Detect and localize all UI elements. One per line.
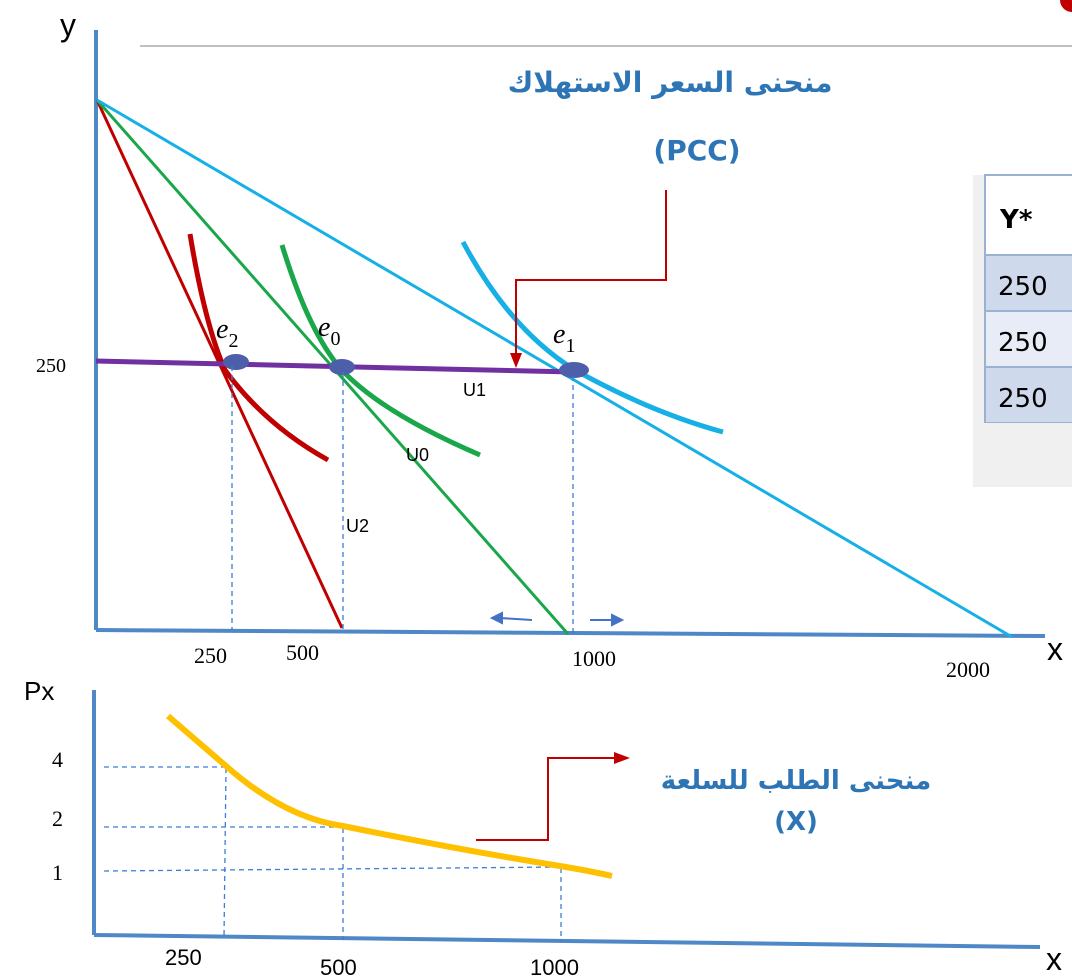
label-e0: e0 [318,312,340,350]
lower-x-axis-label: x [1046,941,1062,977]
lower-graph: Px x 4 2 1 250 500 1000 منحنى الطلب للسل… [24,676,1062,977]
pcc-label-arabic: منحنى السعر الاستهلاك [508,66,833,99]
budget-line-cyan [96,98,1013,639]
pcc-pointer [515,190,667,355]
pcc-pointer-head [510,353,522,368]
lower-y-tick-4: 4 [52,747,63,772]
demand-label-arabic: منحنى الطلب للسلعة [661,766,932,796]
lower-x-tick-1000: 1000 [530,955,579,977]
table-header: Y* [999,205,1033,235]
indifference-curve-u2 [187,233,330,463]
point-e2 [223,354,249,370]
label-u2: U2 [346,516,369,536]
label-e2: e2 [216,314,238,352]
lower-y-axis-label: Px [24,676,54,706]
x-tick-2000: 2000 [946,657,990,682]
demand-pointer [476,757,616,841]
shift-arrows [489,611,625,627]
demand-curve [166,713,613,879]
point-e1 [559,362,589,378]
label-u0: U0 [406,445,429,465]
table-bottom-shadow [973,423,1072,487]
table-shadow [973,175,985,487]
lower-y-tick-1: 1 [52,860,63,885]
demand-label-abbr: (X) [774,807,818,837]
upper-y-axis-label: y [60,7,76,43]
y-tick-250: 250 [36,355,66,377]
x-tick-250: 250 [194,643,227,668]
label-e1: e1 [553,319,575,357]
x-tick-500: 500 [286,640,319,665]
lower-x-tick-250: 250 [165,945,202,970]
corner-red-accent [1060,0,1072,12]
lower-vguide-250 [223,767,227,939]
table-cell-2: 250 [998,328,1048,358]
y-table: Y* 250 250 250 [973,174,1072,487]
lower-y-tick-2: 2 [52,806,63,831]
label-u1: U1 [463,380,486,400]
demand-pointer-head [614,752,630,764]
pcc-label-abbr: (PCC) [653,134,740,167]
table-cell-1: 250 [998,272,1048,302]
lower-x-tick-500: 500 [320,955,357,977]
upper-x-axis-label: x [1047,631,1063,667]
upper-graph: y x e2 e0 e1 U1 U0 U2 250 250 500 1000 [36,7,1063,682]
point-e0 [329,359,355,375]
upper-x-axis [95,628,1046,638]
lower-guide-1 [103,866,563,872]
table-cell-3: 250 [998,384,1048,414]
lower-x-axis [93,933,1041,949]
x-tick-1000: 1000 [572,646,616,671]
